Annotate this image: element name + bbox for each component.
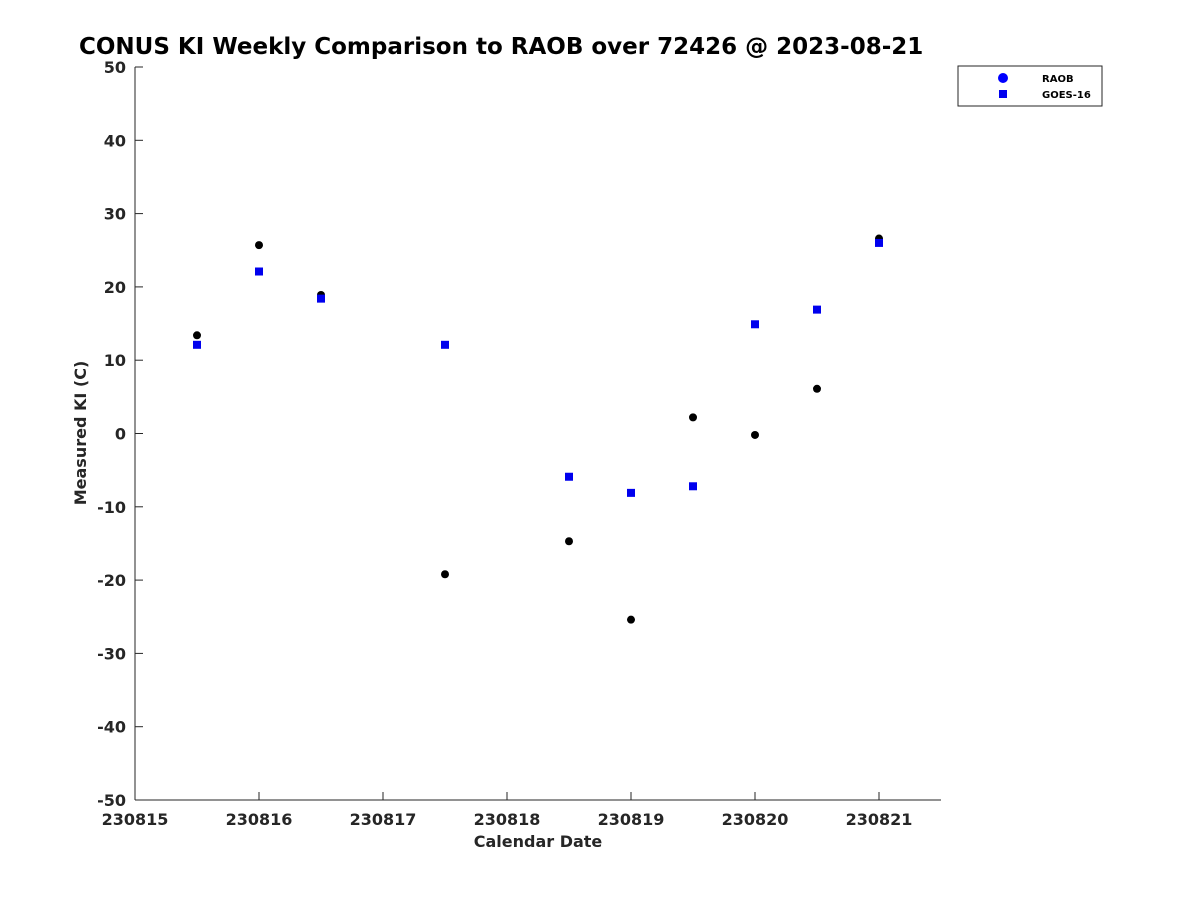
data-point-goes16 — [813, 305, 821, 314]
y-axis-label: Measured KI (C) — [71, 361, 90, 506]
y-tick-label: -40 — [97, 718, 126, 737]
data-point-raob — [193, 331, 201, 340]
data-point-goes16 — [317, 294, 325, 303]
data-point-goes16 — [255, 267, 263, 276]
legend-box — [957, 65, 1103, 107]
data-point-raob — [627, 615, 635, 624]
y-tick-label: -30 — [97, 644, 126, 663]
y-tick-label: 30 — [104, 205, 126, 224]
data-point-raob — [255, 241, 263, 250]
legend: RAOB GOES-16 — [957, 65, 1103, 107]
y-tick-label: 40 — [104, 131, 126, 150]
legend-marker-square — [999, 90, 1007, 98]
x-axis-ticks: 230815 230816 230817 230818 230819 230820 2308… — [102, 792, 913, 829]
x-axis-label: Calendar Date — [474, 832, 603, 851]
data-point-raob — [751, 430, 759, 439]
data-point-raob — [689, 413, 697, 422]
legend-marker-circle — [998, 73, 1008, 83]
data-point-goes16 — [751, 320, 759, 329]
y-tick-label: -10 — [97, 498, 126, 517]
series-goes-16 — [193, 238, 883, 497]
x-tick-label: 230815 — [102, 810, 169, 829]
series-raob — [193, 234, 883, 624]
y-tick-label: -20 — [97, 571, 126, 590]
plot-axes — [134, 67, 941, 801]
y-tick-label: 0 — [115, 425, 126, 444]
legend-label: GOES-16 — [1042, 90, 1091, 101]
y-tick-label: 20 — [104, 278, 126, 297]
data-point-goes16 — [193, 340, 201, 349]
data-point-goes16 — [627, 488, 635, 497]
x-tick-label: 230818 — [474, 810, 541, 829]
data-point-raob — [441, 570, 449, 579]
data-point-goes16 — [875, 238, 883, 247]
data-point-goes16 — [441, 340, 449, 349]
y-axis-ticks: -50 -40 -30 -20 -10 0 10 20 30 40 50 — [97, 58, 143, 810]
data-point-raob — [565, 537, 573, 546]
x-tick-label: 230820 — [722, 810, 789, 829]
data-point-goes16 — [565, 472, 573, 481]
x-tick-label: 230821 — [846, 810, 913, 829]
y-tick-label: 10 — [104, 351, 126, 370]
y-tick-label: -50 — [97, 791, 126, 810]
x-tick-label: 230816 — [226, 810, 293, 829]
chart-title: CONUS KI Weekly Comparison to RAOB over … — [79, 34, 923, 60]
data-point-raob — [813, 384, 821, 393]
data-point-goes16 — [689, 482, 697, 491]
data-points — [193, 234, 883, 624]
legend-label: RAOB — [1042, 74, 1074, 85]
x-tick-label: 230817 — [350, 810, 417, 829]
x-tick-label: 230819 — [598, 810, 665, 829]
y-tick-label: 50 — [104, 58, 126, 77]
